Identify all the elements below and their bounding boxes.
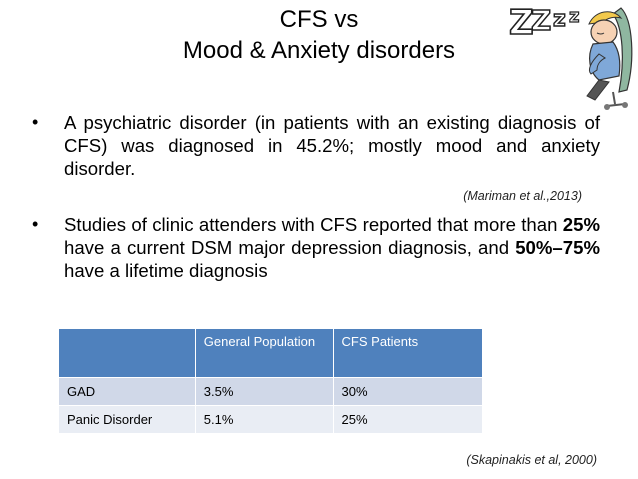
- bullet-list: • A psychiatric disorder (in patients wi…: [28, 111, 600, 180]
- bullet-1-text: A psychiatric disorder (in patients with…: [64, 112, 600, 179]
- bullet-2-container: • Studies of clinic attenders with CFS r…: [28, 213, 600, 282]
- sleeping-person-zzz-icon: Z Z z z: [508, 2, 633, 110]
- title-line-2: Mood & Anxiety disorders: [182, 37, 456, 64]
- table-header-cell: [59, 329, 196, 378]
- bullet-dot: •: [32, 214, 39, 234]
- table-row: Panic Disorder 5.1% 25%: [59, 405, 484, 433]
- svg-text:z: z: [569, 6, 579, 27]
- title-line-1: CFS vs: [279, 6, 359, 33]
- bullet-2: • Studies of clinic attenders with CFS r…: [28, 213, 600, 282]
- bullet-2-bold-25: 25%: [562, 214, 600, 235]
- table-cell: 3.5%: [195, 377, 334, 406]
- table-cell: 25%: [333, 405, 484, 433]
- prevalence-table: General Population CFS Patients GAD 3.5%…: [59, 329, 484, 433]
- bullet-dot: •: [32, 112, 39, 132]
- table-header-row: General Population CFS Patients: [59, 329, 484, 378]
- citation-mariman: (Mariman et al.,2013): [463, 189, 582, 203]
- table-cell: 30%: [333, 377, 484, 406]
- bullet-2-text-part3: have a lifetime diagnosis: [64, 260, 268, 281]
- svg-text:Z: Z: [531, 4, 551, 37]
- bullet-1: • A psychiatric disorder (in patients wi…: [28, 111, 600, 180]
- table-cell: 5.1%: [195, 405, 334, 433]
- bullet-2-text-part2: have a current DSM major depression diag…: [64, 237, 516, 258]
- table-cell: GAD: [59, 377, 196, 406]
- bullet-2-text-part1: Studies of clinic attenders with CFS rep…: [64, 214, 563, 235]
- slide-title: CFS vs Mood & Anxiety disorders: [0, 4, 638, 66]
- table-header-cell: General Population: [195, 329, 334, 378]
- table-cell: Panic Disorder: [59, 405, 196, 433]
- bullet-2-bold-range: 50%–75%: [515, 237, 600, 258]
- table-row: GAD 3.5% 30%: [59, 377, 484, 406]
- svg-text:z: z: [553, 7, 566, 32]
- svg-text:Z: Z: [509, 3, 534, 43]
- citation-skapinakis: (Skapinakis et al, 2000): [466, 453, 597, 467]
- table-header-cell: CFS Patients: [333, 329, 484, 378]
